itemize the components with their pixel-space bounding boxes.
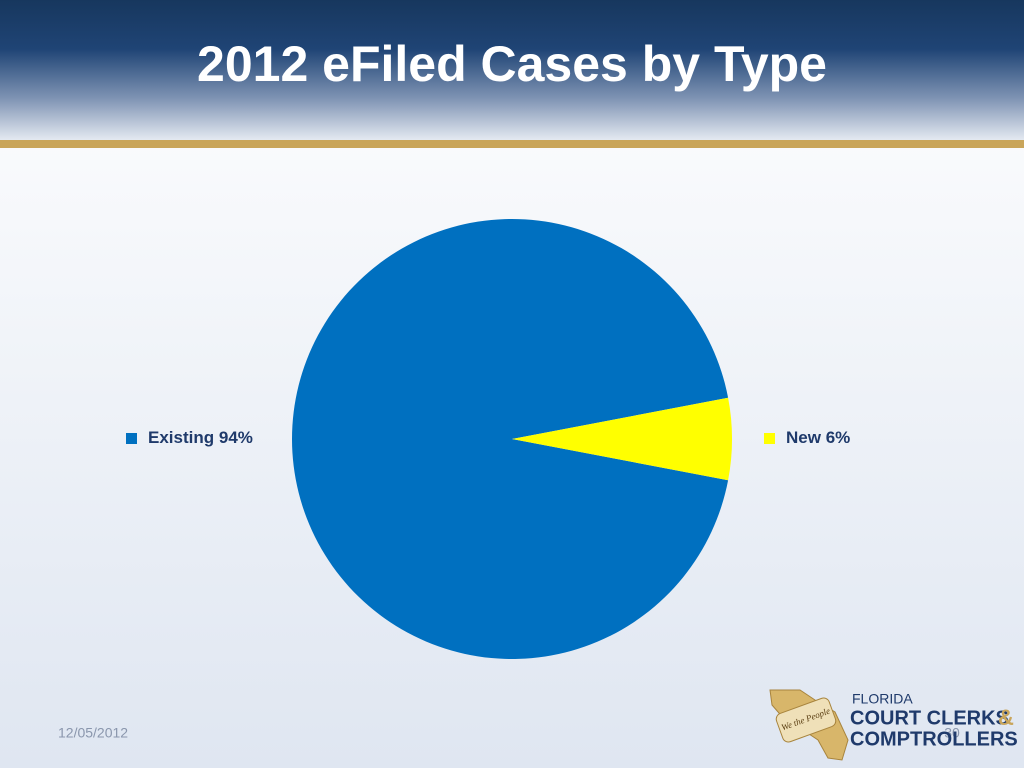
- legend-swatch: [126, 433, 137, 444]
- legend-swatch: [764, 433, 775, 444]
- logo-line1: FLORIDA: [852, 691, 913, 707]
- category-label: New: [786, 428, 822, 447]
- slide-number: 30: [944, 725, 960, 741]
- pie-chart: Existing 94% New 6%: [126, 218, 850, 659]
- pie-slice: [292, 218, 729, 659]
- gold-rule: [0, 140, 1024, 148]
- logo-line3: COMPTROLLERS: [850, 728, 1018, 750]
- pie-slice: [512, 397, 733, 481]
- header-band: [0, 0, 1024, 140]
- logo: We the People FLORIDA COURT CLERKS & COM…: [769, 689, 1018, 761]
- category-label: Existing: [148, 428, 214, 447]
- data-label: New 6%: [786, 428, 850, 447]
- slide-title: 2012 eFiled Cases by Type: [197, 36, 827, 92]
- data-label: Existing 94%: [148, 428, 253, 447]
- logo-line2: COURT CLERKS: [850, 707, 1009, 729]
- value-label: 94%: [219, 428, 253, 447]
- value-label: 6%: [826, 428, 851, 447]
- footer-date: 12/05/2012: [58, 725, 128, 741]
- logo-ampersand: &: [998, 705, 1014, 730]
- logo-scroll: [775, 697, 837, 743]
